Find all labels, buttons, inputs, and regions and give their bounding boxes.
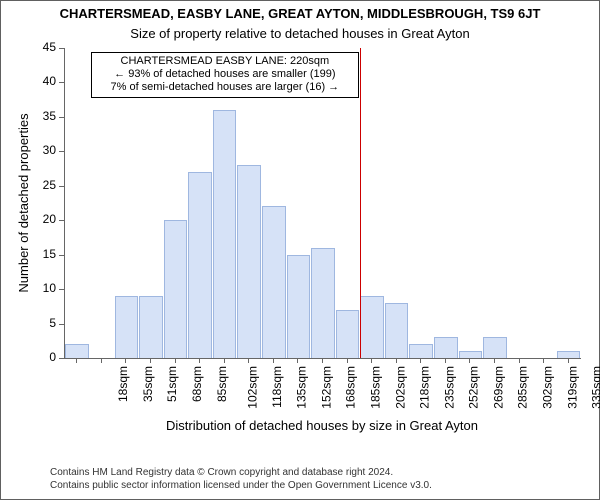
histogram-bar	[287, 255, 311, 358]
x-tick-mark	[199, 358, 200, 363]
x-tick-mark	[273, 358, 274, 363]
x-tick-label: 335sqm	[590, 366, 600, 409]
x-tick-mark	[125, 358, 126, 363]
x-tick-mark	[297, 358, 298, 363]
y-tick-label: 5	[26, 316, 56, 330]
x-tick-mark	[371, 358, 372, 363]
histogram-bar	[115, 296, 139, 358]
x-tick-mark	[420, 358, 421, 363]
attribution-line: Contains HM Land Registry data © Crown c…	[50, 466, 432, 479]
x-tick-label: 269sqm	[492, 366, 506, 409]
y-tick-label: 35	[26, 109, 56, 123]
x-tick-label: 152sqm	[320, 366, 334, 409]
y-tick-label: 20	[26, 212, 56, 226]
info-box-line: 7% of semi-detached houses are larger (1…	[96, 81, 354, 94]
y-tick-mark	[59, 220, 64, 221]
x-tick-mark	[396, 358, 397, 363]
reference-line	[360, 48, 361, 358]
chart-title: CHARTERSMEAD, EASBY LANE, GREAT AYTON, M…	[0, 6, 600, 21]
y-tick-label: 10	[26, 281, 56, 295]
histogram-bar	[188, 172, 212, 358]
y-tick-mark	[59, 151, 64, 152]
info-box-line: CHARTERSMEAD EASBY LANE: 220sqm	[96, 55, 354, 68]
histogram-bar	[360, 296, 384, 358]
y-tick-mark	[59, 48, 64, 49]
histogram-bar	[65, 344, 89, 358]
x-tick-label: 302sqm	[541, 366, 555, 409]
histogram-bar	[557, 351, 581, 358]
x-tick-mark	[568, 358, 569, 363]
x-tick-label: 102sqm	[246, 366, 260, 409]
x-tick-label: 185sqm	[369, 366, 383, 409]
y-tick-mark	[59, 358, 64, 359]
histogram-bar	[164, 220, 188, 358]
histogram-bar	[213, 110, 237, 358]
x-tick-label: 235sqm	[442, 366, 456, 409]
y-tick-label: 45	[26, 40, 56, 54]
x-tick-mark	[248, 358, 249, 363]
x-tick-label: 35sqm	[141, 366, 155, 402]
x-tick-label: 135sqm	[295, 366, 309, 409]
y-tick-label: 40	[26, 74, 56, 88]
x-tick-mark	[175, 358, 176, 363]
histogram-bar	[336, 310, 360, 358]
x-tick-mark	[224, 358, 225, 363]
y-tick-mark	[59, 117, 64, 118]
x-tick-label: 118sqm	[270, 366, 284, 408]
x-tick-label: 18sqm	[116, 366, 130, 402]
attribution-line: Contains public sector information licen…	[50, 479, 432, 492]
x-tick-label: 218sqm	[418, 366, 432, 409]
info-box-line: ← 93% of detached houses are smaller (19…	[96, 68, 354, 81]
histogram-bar	[139, 296, 163, 358]
histogram-bar	[483, 337, 507, 358]
x-tick-mark	[76, 358, 77, 363]
y-tick-mark	[59, 186, 64, 187]
x-tick-mark	[150, 358, 151, 363]
y-tick-label: 25	[26, 178, 56, 192]
x-tick-label: 51sqm	[165, 366, 179, 402]
histogram-bar	[311, 248, 335, 358]
chart-subtitle: Size of property relative to detached ho…	[0, 26, 600, 41]
histogram-bar	[262, 206, 286, 358]
histogram-bar	[385, 303, 409, 358]
y-tick-label: 15	[26, 247, 56, 261]
y-tick-mark	[59, 82, 64, 83]
x-tick-mark	[322, 358, 323, 363]
x-tick-mark	[101, 358, 102, 363]
x-tick-mark	[347, 358, 348, 363]
y-tick-label: 0	[26, 350, 56, 364]
x-tick-label: 252sqm	[467, 366, 481, 409]
x-tick-label: 319sqm	[565, 366, 579, 409]
x-tick-mark	[494, 358, 495, 363]
x-axis-label: Distribution of detached houses by size …	[64, 418, 580, 433]
attribution-text: Contains HM Land Registry data © Crown c…	[50, 466, 432, 492]
histogram-bar	[409, 344, 433, 358]
y-axis-label: Number of detached properties	[16, 48, 31, 358]
y-tick-mark	[59, 324, 64, 325]
x-tick-label: 85sqm	[215, 366, 229, 402]
histogram-bar	[237, 165, 261, 358]
x-tick-label: 285sqm	[516, 366, 530, 409]
x-tick-mark	[469, 358, 470, 363]
histogram-bar	[434, 337, 458, 358]
x-tick-mark	[543, 358, 544, 363]
x-tick-mark	[445, 358, 446, 363]
x-tick-label: 202sqm	[393, 366, 407, 409]
histogram-bar	[459, 351, 483, 358]
y-tick-mark	[59, 289, 64, 290]
x-tick-label: 68sqm	[190, 366, 204, 402]
y-tick-label: 30	[26, 143, 56, 157]
x-tick-label: 168sqm	[344, 366, 358, 409]
y-tick-mark	[59, 255, 64, 256]
x-tick-mark	[519, 358, 520, 363]
info-box: CHARTERSMEAD EASBY LANE: 220sqm← 93% of …	[91, 52, 359, 98]
